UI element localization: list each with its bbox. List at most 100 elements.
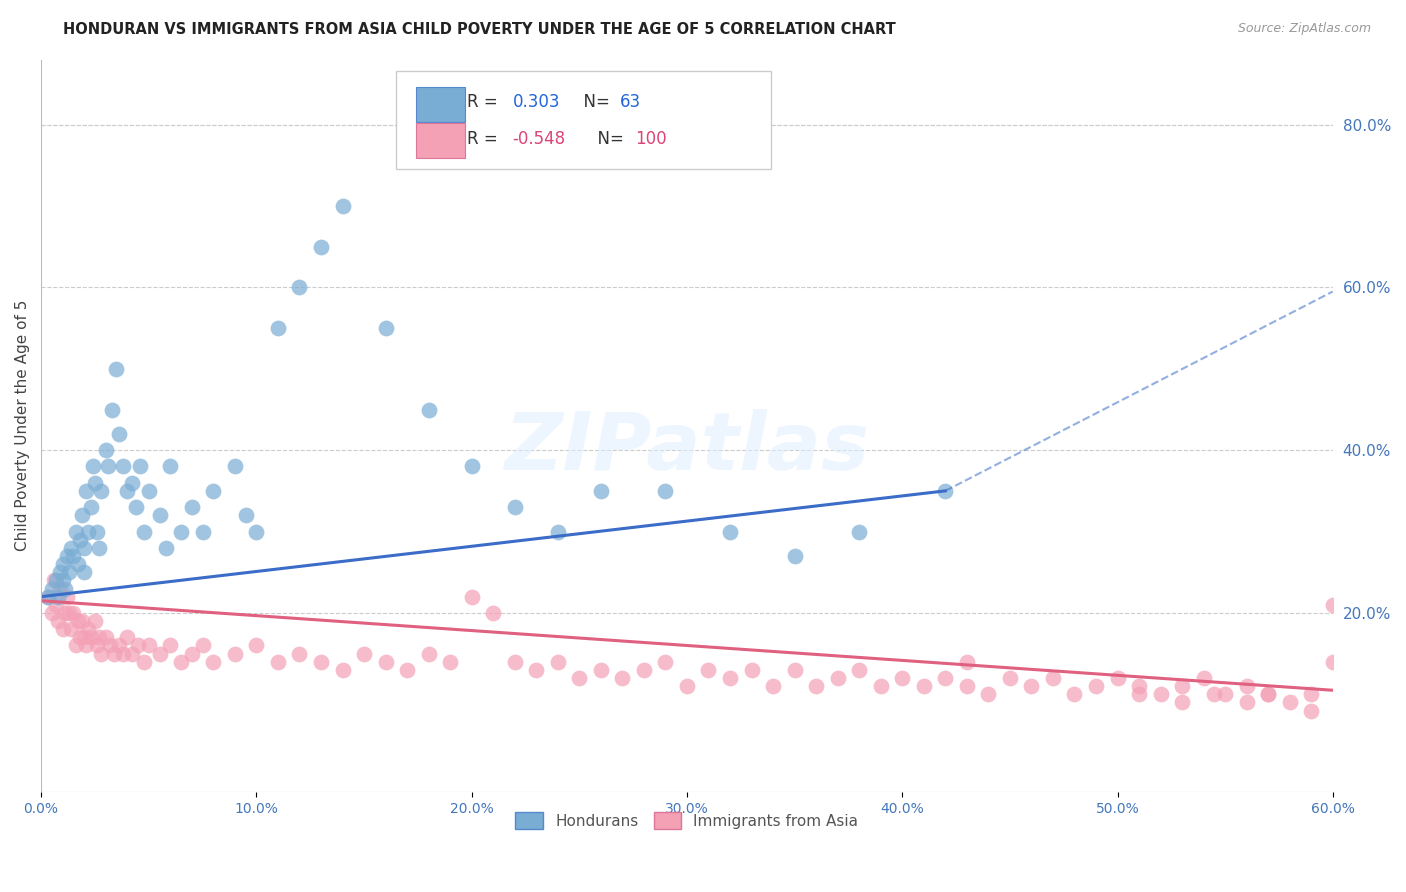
Point [53, 606, 76, 620]
Point [245, 639, 267, 653]
Point [1236, 695, 1258, 709]
Point [547, 524, 569, 539]
Point [115, 483, 138, 498]
Point [86, 639, 108, 653]
Point [121, 647, 143, 661]
Point [848, 663, 870, 677]
Point [309, 655, 332, 669]
Point [848, 524, 870, 539]
Point [89, 541, 111, 555]
Point [180, 500, 202, 515]
Point [224, 459, 246, 474]
Point [202, 655, 225, 669]
Point [58, 606, 80, 620]
Point [374, 655, 396, 669]
Point [934, 671, 956, 685]
Point [84, 614, 107, 628]
Point [98, 639, 121, 653]
Point [1204, 687, 1226, 701]
Text: -0.548: -0.548 [513, 129, 565, 148]
Point [60, 622, 83, 636]
Point [1171, 695, 1194, 709]
Point [332, 663, 354, 677]
Point [697, 663, 720, 677]
Point [101, 402, 124, 417]
Point [45, 598, 67, 612]
Point [912, 679, 935, 693]
Point [741, 663, 763, 677]
Point [155, 541, 177, 555]
Point [84, 475, 107, 490]
Point [46, 614, 69, 628]
Point [1063, 687, 1085, 701]
Text: 0.303: 0.303 [513, 93, 560, 112]
Point [568, 671, 591, 685]
Point [159, 639, 181, 653]
Point [105, 361, 128, 376]
Point [56, 590, 79, 604]
Point [148, 647, 170, 661]
Point [70, 508, 93, 523]
Point [267, 655, 290, 669]
FancyBboxPatch shape [416, 87, 465, 122]
Point [783, 663, 806, 677]
Point [191, 639, 214, 653]
Point [1301, 704, 1323, 718]
Point [49, 582, 72, 596]
Point [138, 639, 160, 653]
Point [612, 671, 634, 685]
Point [111, 459, 134, 474]
Point [66, 614, 89, 628]
Point [121, 475, 143, 490]
Point [1236, 679, 1258, 693]
Point [73, 541, 96, 555]
Point [460, 590, 482, 604]
Point [374, 321, 396, 335]
Point [53, 582, 76, 596]
Point [1042, 671, 1064, 685]
Point [52, 557, 75, 571]
Point [267, 321, 290, 335]
Point [49, 566, 72, 580]
Point [134, 655, 156, 669]
Point [46, 590, 69, 604]
Point [524, 663, 547, 677]
Point [1128, 687, 1150, 701]
Point [460, 459, 482, 474]
Point [70, 614, 93, 628]
Point [654, 655, 676, 669]
Point [62, 606, 84, 620]
Point [1171, 679, 1194, 693]
Point [77, 524, 100, 539]
Point [202, 483, 225, 498]
Point [1257, 687, 1279, 701]
Point [170, 655, 193, 669]
Text: N=: N= [574, 93, 616, 112]
Point [1107, 671, 1129, 685]
Point [41, 606, 63, 620]
Point [52, 574, 75, 588]
Point [191, 524, 214, 539]
Point [58, 566, 80, 580]
Point [65, 639, 87, 653]
Text: N=: N= [588, 129, 630, 148]
Point [79, 631, 101, 645]
Point [41, 582, 63, 596]
Point [86, 524, 108, 539]
Point [235, 508, 257, 523]
Point [77, 622, 100, 636]
Point [589, 663, 612, 677]
Point [633, 663, 655, 677]
Point [90, 483, 112, 498]
Point [115, 631, 138, 645]
Legend: Hondurans, Immigrants from Asia: Hondurans, Immigrants from Asia [509, 805, 865, 836]
Point [148, 508, 170, 523]
Point [1084, 679, 1107, 693]
Point [977, 687, 1000, 701]
Point [353, 647, 375, 661]
Point [1322, 598, 1344, 612]
Point [65, 524, 87, 539]
Point [956, 679, 979, 693]
Point [956, 655, 979, 669]
Point [676, 679, 699, 693]
